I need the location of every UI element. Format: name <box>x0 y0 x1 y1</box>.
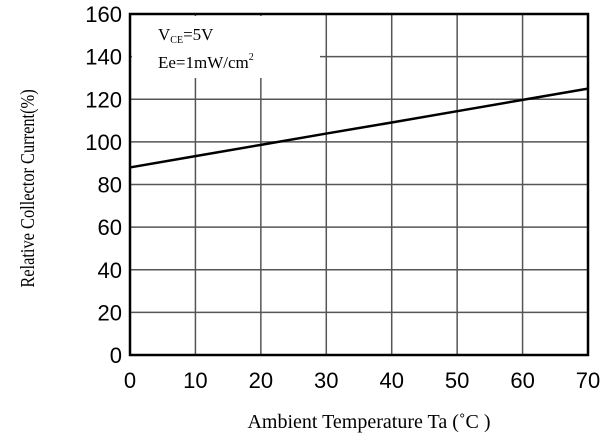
annotation-ee: Ee=1mW/cm2 <box>158 52 254 72</box>
x-tick-label: 0 <box>124 368 136 393</box>
x-tick-label: 60 <box>510 368 534 393</box>
x-tick-label: 20 <box>249 368 273 393</box>
x-tick-label: 30 <box>314 368 338 393</box>
x-tick-labels: 0 10 20 30 40 50 60 70 <box>124 368 600 393</box>
grid <box>130 14 588 355</box>
y-tick-label: 120 <box>85 87 122 112</box>
x-axis-label: Ambient Temperature Ta (˚C ) <box>247 411 490 433</box>
y-tick-labels: 0 20 40 60 80 100 120 140 160 <box>85 2 122 368</box>
y-axis-label: Relative Collector Current(%) <box>17 89 40 287</box>
y-tick-label: 100 <box>85 130 122 155</box>
annotation-vce: VCE=5V <box>158 25 214 46</box>
x-tick-label: 50 <box>445 368 469 393</box>
series-line <box>129 87 589 169</box>
y-tick-label: 0 <box>110 343 122 368</box>
annotation-box <box>132 16 320 78</box>
plot-frame <box>128 12 590 357</box>
y-tick-label: 140 <box>85 45 122 70</box>
y-tick-label: 160 <box>85 2 122 27</box>
x-tick-label: 10 <box>183 368 207 393</box>
x-tick-label: 70 <box>576 368 600 393</box>
y-tick-label: 40 <box>98 258 122 283</box>
y-tick-label: 60 <box>98 215 122 240</box>
y-tick-label: 80 <box>98 173 122 198</box>
x-tick-label: 40 <box>379 368 403 393</box>
y-tick-label: 20 <box>98 300 122 325</box>
